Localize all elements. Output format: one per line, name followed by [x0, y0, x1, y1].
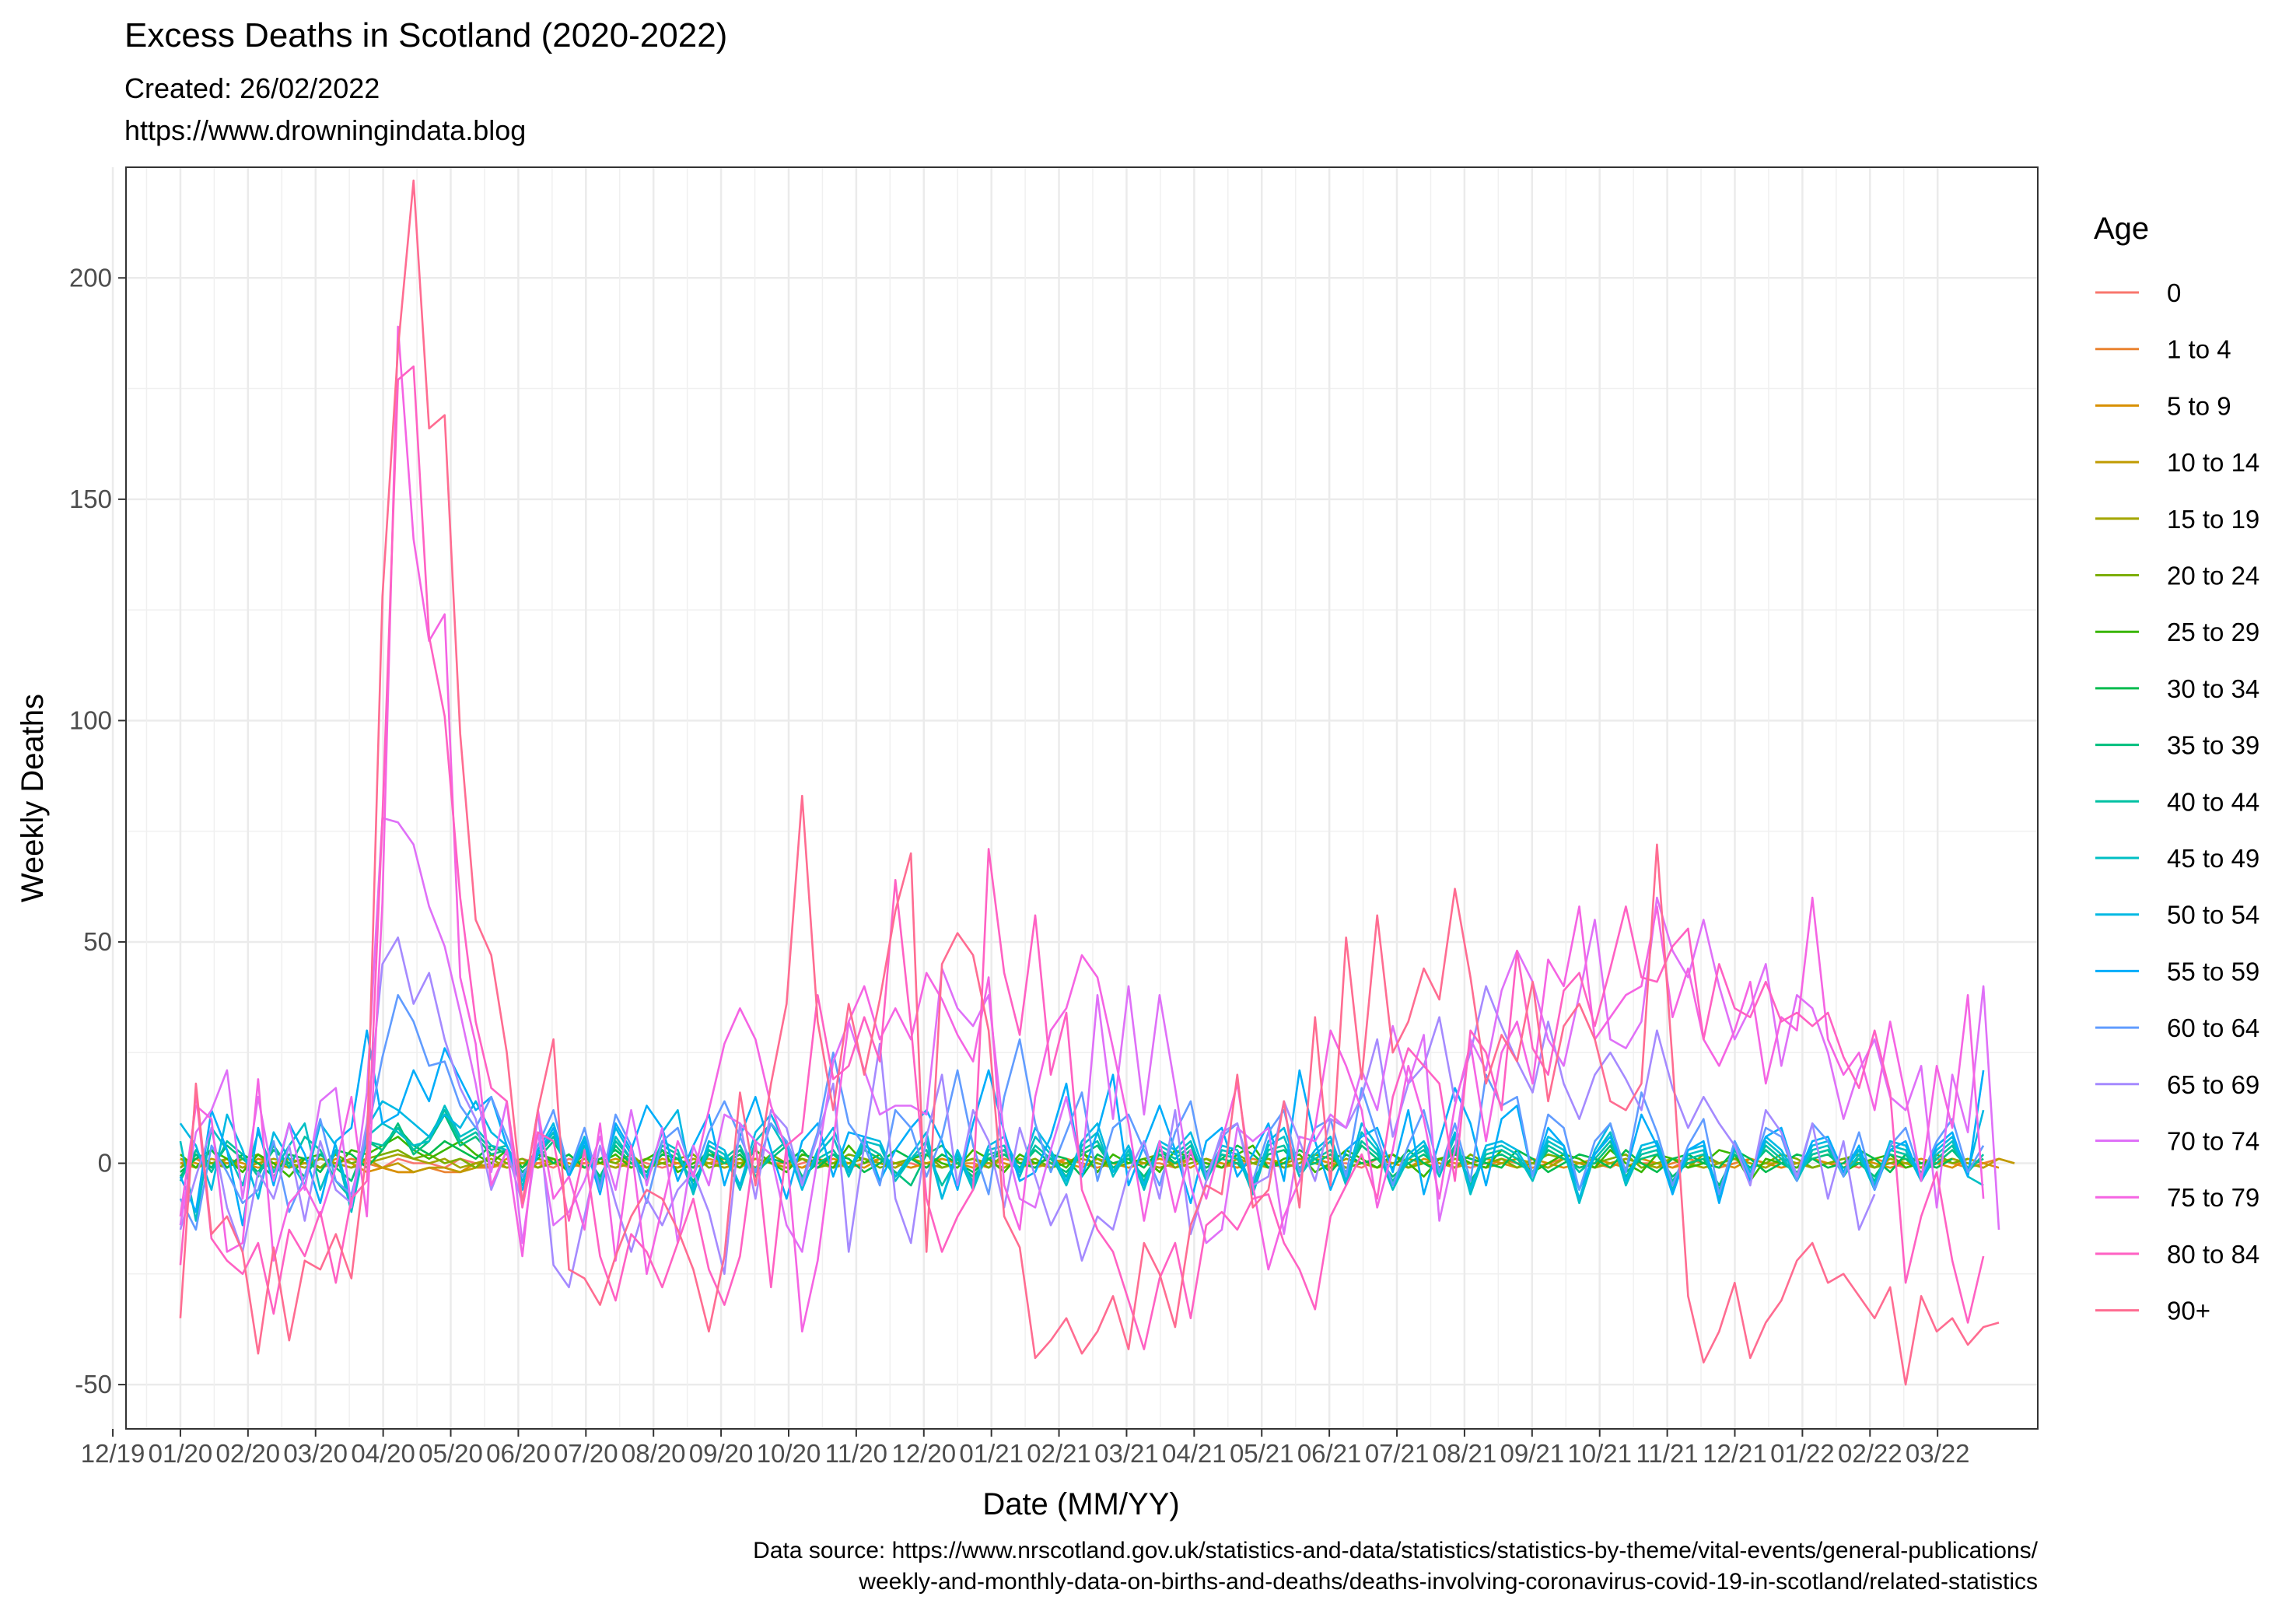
data-source-caption-line-1: Data source: https://www.nrscotland.gov.…	[753, 1538, 2038, 1563]
series-line-90plus	[179, 179, 2000, 1386]
plot-panel	[111, 166, 2039, 1430]
legend-label-15-to-19: 15 to 19	[2167, 505, 2259, 534]
x-tick-label: 09/20	[689, 1439, 754, 1468]
legend-label-60-to-64: 60 to 64	[2167, 1014, 2259, 1042]
y-tick-label: 100	[69, 705, 112, 734]
legend-label-40-to-44: 40 to 44	[2167, 787, 2259, 816]
legend: Age 0 1 to 4 5 to 9 10 to 14 15 to 19 20 to 2…	[2094, 212, 2259, 1325]
legend-label-65-to-69: 65 to 69	[2167, 1070, 2259, 1099]
y-axis: -50 0 50 100 150 200	[69, 263, 126, 1399]
legend-label-35-to-39: 35 to 39	[2167, 731, 2259, 760]
legend-label-45-to-49: 45 to 49	[2167, 844, 2259, 873]
x-tick-label: 08/21	[1433, 1439, 1497, 1468]
legend-label-50-to-54: 50 to 54	[2167, 901, 2259, 930]
x-tick-label: 12/20	[891, 1439, 956, 1468]
legend-items: 0 1 to 4 5 to 9 10 to 14 15 to 19 20 to 24 25 …	[2095, 278, 2259, 1325]
legend-label-80-to-84: 80 to 84	[2167, 1240, 2259, 1269]
series-line-80-to-84	[179, 365, 1985, 1350]
series-line-55-to-59	[179, 1029, 1985, 1227]
data-source-caption-line-2: weekly-and-monthly-data-on-births-and-de…	[858, 1569, 2038, 1595]
x-tick-label: 01/20	[149, 1439, 213, 1468]
series-line-75-to-79	[179, 325, 1985, 1333]
legend-label-90plus: 90+	[2167, 1297, 2210, 1325]
x-tick-label: 03/22	[1906, 1439, 1970, 1468]
x-tick-label: 07/20	[554, 1439, 618, 1468]
series-lines	[179, 179, 2015, 1386]
y-tick-label: -50	[75, 1370, 112, 1399]
x-tick-label: 02/20	[216, 1439, 281, 1468]
x-tick-label: 09/21	[1500, 1439, 1565, 1468]
x-tick-label: 03/20	[283, 1439, 348, 1468]
series-line-25-to-29	[180, 1136, 1937, 1182]
x-tick-label: 03/21	[1094, 1439, 1159, 1468]
x-tick-label: 10/20	[757, 1439, 821, 1468]
x-axis: 12/19 01/20 02/20 03/20 04/20 05/20 06/20 07/20…	[81, 1429, 1970, 1468]
x-tick-label: 05/21	[1230, 1439, 1294, 1468]
y-axis-label: Weekly Deaths	[16, 694, 50, 902]
x-tick-label: 06/21	[1297, 1439, 1362, 1468]
x-tick-label: 11/21	[1636, 1439, 1699, 1468]
legend-label-1-to-4: 1 to 4	[2167, 335, 2231, 364]
x-axis-label: Date (MM/YY)	[982, 1487, 1179, 1521]
x-tick-label: 02/21	[1027, 1439, 1091, 1468]
series-line-70-to-74	[179, 817, 2000, 1253]
y-tick-label: 50	[83, 927, 112, 956]
legend-label-10-to-14: 10 to 14	[2167, 448, 2259, 477]
legend-label-30-to-34: 30 to 34	[2167, 674, 2259, 703]
series-line-30-to-34	[180, 1126, 1953, 1178]
x-tick-label: 01/21	[959, 1439, 1024, 1468]
x-tick-label: 06/20	[486, 1439, 551, 1468]
legend-label-0: 0	[2167, 278, 2181, 307]
legend-title: Age	[2094, 212, 2149, 246]
legend-label-20-to-24: 20 to 24	[2167, 562, 2259, 590]
x-tick-label: 12/19	[81, 1439, 145, 1468]
y-tick-label: 150	[69, 485, 112, 513]
chart-subtitle-url: https://www.drowningindata.blog	[124, 114, 526, 146]
x-tick-label: 05/20	[418, 1439, 483, 1468]
x-tick-label: 04/20	[351, 1439, 415, 1468]
y-tick-label: 0	[98, 1149, 112, 1178]
x-tick-label: 11/20	[825, 1439, 887, 1468]
legend-label-70-to-74: 70 to 74	[2167, 1127, 2259, 1156]
chart-subtitle-created: Created: 26/02/2022	[124, 72, 380, 104]
y-tick-label: 200	[69, 263, 112, 292]
x-tick-label: 02/22	[1838, 1439, 1902, 1468]
chart-title: Excess Deaths in Scotland (2020-2022)	[124, 16, 727, 54]
series-line-65-to-69	[179, 937, 1876, 1289]
legend-label-25-to-29: 25 to 29	[2167, 618, 2259, 646]
x-tick-label: 10/21	[1567, 1439, 1632, 1468]
x-tick-label: 07/21	[1365, 1439, 1430, 1468]
legend-label-75-to-79: 75 to 79	[2167, 1183, 2259, 1212]
x-tick-label: 12/21	[1703, 1439, 1767, 1468]
plot-border	[125, 166, 2039, 1430]
x-tick-label: 08/20	[621, 1439, 686, 1468]
plot-background	[126, 167, 2038, 1429]
x-tick-label: 01/22	[1770, 1439, 1835, 1468]
legend-label-5-to-9: 5 to 9	[2167, 391, 2231, 420]
legend-label-55-to-59: 55 to 59	[2167, 957, 2259, 986]
x-tick-label: 04/21	[1162, 1439, 1227, 1468]
